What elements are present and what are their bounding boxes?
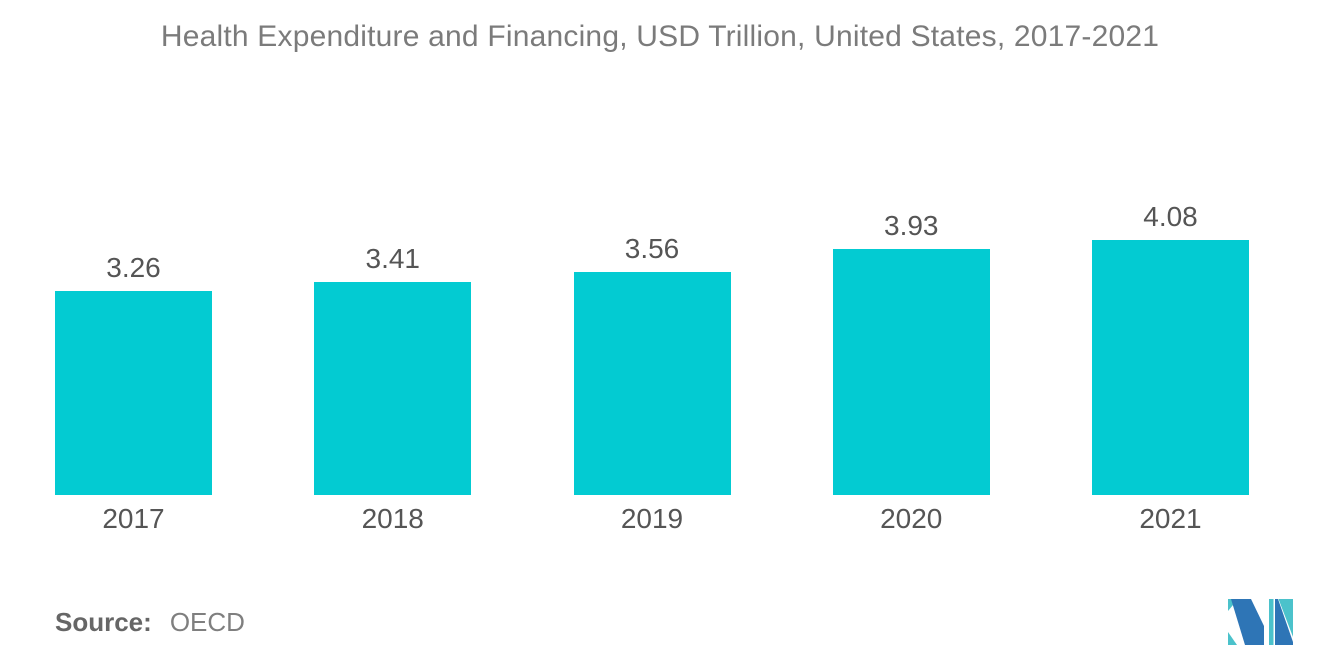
mordor-intelligence-logo	[1228, 599, 1293, 645]
bar-2017	[55, 291, 212, 495]
logo-blue-left-shape	[1231, 599, 1264, 645]
bar-2020	[832, 249, 990, 495]
bar-2021	[1092, 240, 1249, 495]
bar-value-label: 3.56	[624, 233, 680, 264]
source-row: Source: OECD	[55, 606, 245, 638]
bar-column-2017: 3.26 2017	[55, 252, 212, 535]
logo-teal-bar	[1269, 599, 1274, 645]
bars-row: 3.26 2017 3.41 2018 3.56 2019 3.93 2020 4.08 2021	[55, 0, 1249, 535]
bar-column-2019: 3.56 2019	[573, 233, 731, 535]
bar-category-label: 2017	[102, 503, 165, 534]
bar-value-label: 3.93	[884, 210, 939, 241]
bar-value-label: 3.26	[106, 252, 161, 283]
bar-column-2020: 3.93 2020	[832, 210, 990, 535]
bar-value-label: 3.41	[365, 243, 421, 274]
bar-category-label: 2020	[880, 503, 943, 534]
logo-teal-bottom-left-triangle	[1228, 632, 1237, 645]
bar-category-label: 2021	[1139, 503, 1202, 534]
logo-blue-diagonal	[1275, 599, 1293, 645]
bar-value-label: 4.08	[1143, 201, 1198, 232]
bar-category-label: 2018	[361, 503, 424, 534]
bar-2019	[573, 272, 731, 495]
logo-teal-top-right-triangle	[1278, 599, 1293, 637]
source-value: OECD	[169, 607, 245, 637]
source-label: Source:	[55, 607, 152, 637]
bar-column-2018: 3.41 2018	[314, 243, 472, 535]
bar-2018	[314, 282, 472, 495]
chart-title: Health Expenditure and Financing, USD Tr…	[160, 20, 1160, 53]
bar-column-2021: 4.08 2021	[1092, 201, 1249, 535]
bar-category-label: 2019	[620, 503, 684, 534]
